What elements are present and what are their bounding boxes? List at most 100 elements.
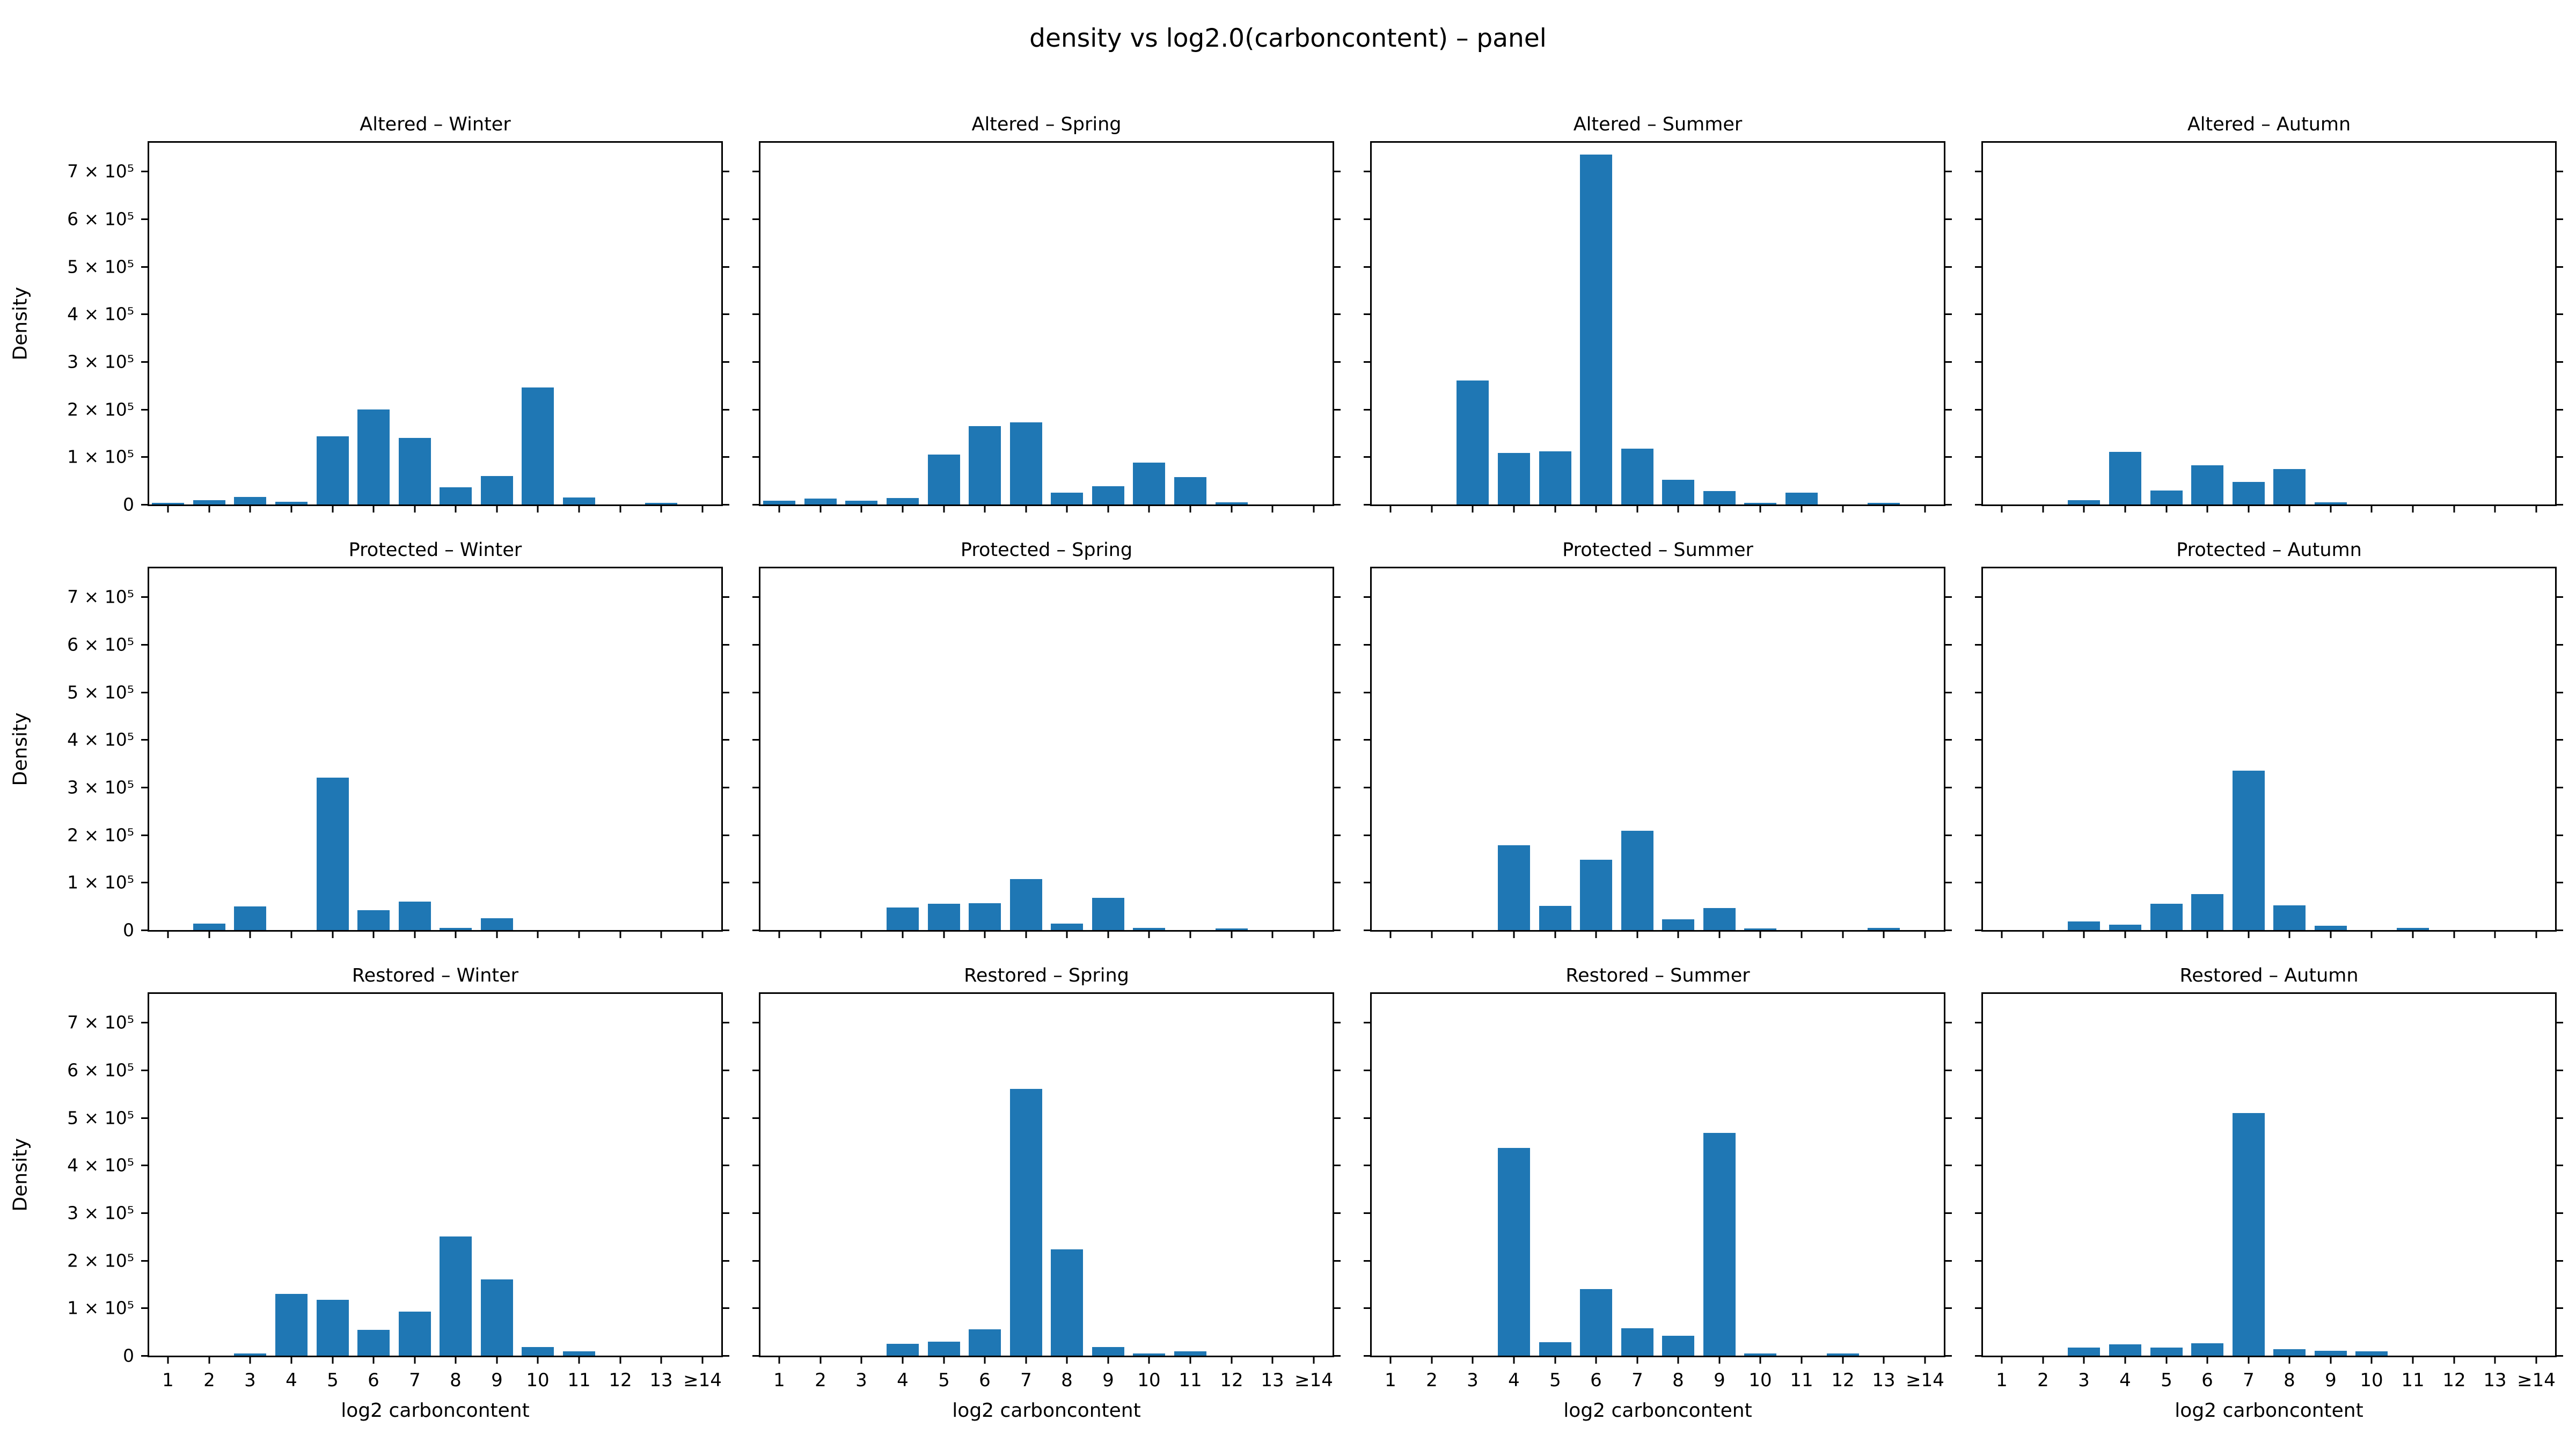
y-tick-label: 4 × 10⁵	[67, 729, 134, 750]
x-tick	[1554, 504, 1556, 513]
y-tick	[2555, 1117, 2563, 1119]
y-tick	[141, 644, 149, 646]
y-tick	[1944, 835, 1952, 836]
x-tick	[2330, 930, 2332, 938]
bar	[1498, 1148, 1530, 1356]
y-tick	[141, 692, 149, 693]
y-tick	[1944, 1355, 1952, 1357]
y-tick	[141, 218, 149, 220]
x-tick	[290, 504, 292, 513]
y-tick	[1944, 361, 1952, 363]
y-tick	[721, 456, 729, 458]
plot-area	[760, 143, 1333, 504]
panel-protected-autumn: Protected – Autumn	[1975, 539, 2563, 938]
x-tick	[455, 504, 457, 513]
y-tick	[721, 1260, 729, 1262]
plot-area	[1372, 994, 1944, 1356]
x-tick-label: 2	[2037, 1370, 2049, 1391]
bar	[357, 910, 390, 930]
bar	[1010, 879, 1042, 930]
y-tick	[721, 882, 729, 883]
y-tick	[721, 1022, 729, 1023]
bar	[1539, 906, 1571, 930]
plot-area	[1372, 568, 1944, 930]
y-tick	[1944, 1070, 1952, 1071]
y-tick	[1975, 1070, 1983, 1071]
x-tick	[701, 1356, 704, 1364]
bar	[1827, 1353, 1859, 1356]
panel-altered-summer: Altered – Summer	[1364, 114, 1952, 513]
y-tick	[1944, 171, 1952, 172]
panel-title: Protected – Winter	[348, 539, 522, 561]
y-tick	[752, 692, 760, 693]
plot-area	[149, 568, 721, 930]
bar	[1662, 480, 1694, 504]
plot-area	[149, 143, 721, 504]
y-tick	[1333, 596, 1341, 598]
bar	[969, 903, 1001, 930]
y-tick	[2555, 504, 2563, 506]
x-tick-label: 1	[1385, 1370, 1396, 1391]
bar	[2150, 491, 2183, 504]
y-tick	[721, 409, 729, 411]
y-tick	[1364, 692, 1372, 693]
plot-area	[149, 994, 721, 1356]
x-tick	[290, 930, 292, 938]
y-tick	[1944, 1117, 1952, 1119]
x-tick	[1472, 1356, 1474, 1364]
x-tick	[619, 504, 621, 513]
bar	[522, 1347, 554, 1356]
bar	[2109, 925, 2141, 930]
y-tick	[1333, 1022, 1341, 1023]
x-tick	[660, 504, 662, 513]
x-tick	[2001, 1356, 2003, 1364]
y-tick	[1944, 218, 1952, 220]
x-tick	[2453, 504, 2455, 513]
x-tick-label: 12	[2442, 1370, 2466, 1391]
bar	[1662, 919, 1694, 930]
y-tick	[2555, 1022, 2563, 1023]
x-tick	[902, 504, 904, 513]
x-tick	[1595, 930, 1597, 938]
x-tick	[778, 1356, 780, 1364]
x-tick	[332, 504, 334, 513]
x-tick-label: 12	[1220, 1370, 1243, 1391]
x-tick-label: 11	[1179, 1370, 1202, 1391]
y-tick	[1975, 930, 1983, 931]
x-tick-label: 9	[2325, 1370, 2337, 1391]
bar	[1580, 860, 1612, 930]
y-tick	[752, 1070, 760, 1071]
y-tick	[752, 739, 760, 741]
y-tick	[1975, 644, 1983, 646]
y-tick	[2555, 409, 2563, 411]
y-tick	[752, 313, 760, 315]
x-tick-label: 4	[286, 1370, 297, 1391]
x-tick	[1066, 504, 1068, 513]
bar	[1703, 491, 1736, 504]
bar	[317, 1300, 349, 1356]
bar	[1744, 503, 1776, 504]
x-tick	[537, 930, 539, 938]
y-tick	[1944, 644, 1952, 646]
x-tick-label: 11	[1790, 1370, 1813, 1391]
x-tick	[2042, 504, 2044, 513]
x-tick	[2412, 930, 2414, 938]
axis-ylabel: Density	[9, 287, 32, 361]
y-tick	[721, 504, 729, 506]
x-tick	[414, 504, 416, 513]
x-tick	[2535, 930, 2537, 938]
y-tick-label: 4 × 10⁵	[67, 1154, 134, 1176]
x-tick	[249, 930, 251, 938]
y-tick	[2555, 882, 2563, 883]
y-tick	[141, 313, 149, 315]
y-tick	[752, 409, 760, 411]
bar	[481, 918, 513, 930]
x-tick	[619, 1356, 621, 1364]
bar	[1785, 493, 1818, 504]
x-tick	[2494, 930, 2496, 938]
panel-title: Restored – Winter	[352, 965, 519, 986]
y-tick-label: 0	[123, 494, 134, 515]
panel-title: Altered – Autumn	[2187, 114, 2351, 135]
y-tick	[1944, 1212, 1952, 1214]
